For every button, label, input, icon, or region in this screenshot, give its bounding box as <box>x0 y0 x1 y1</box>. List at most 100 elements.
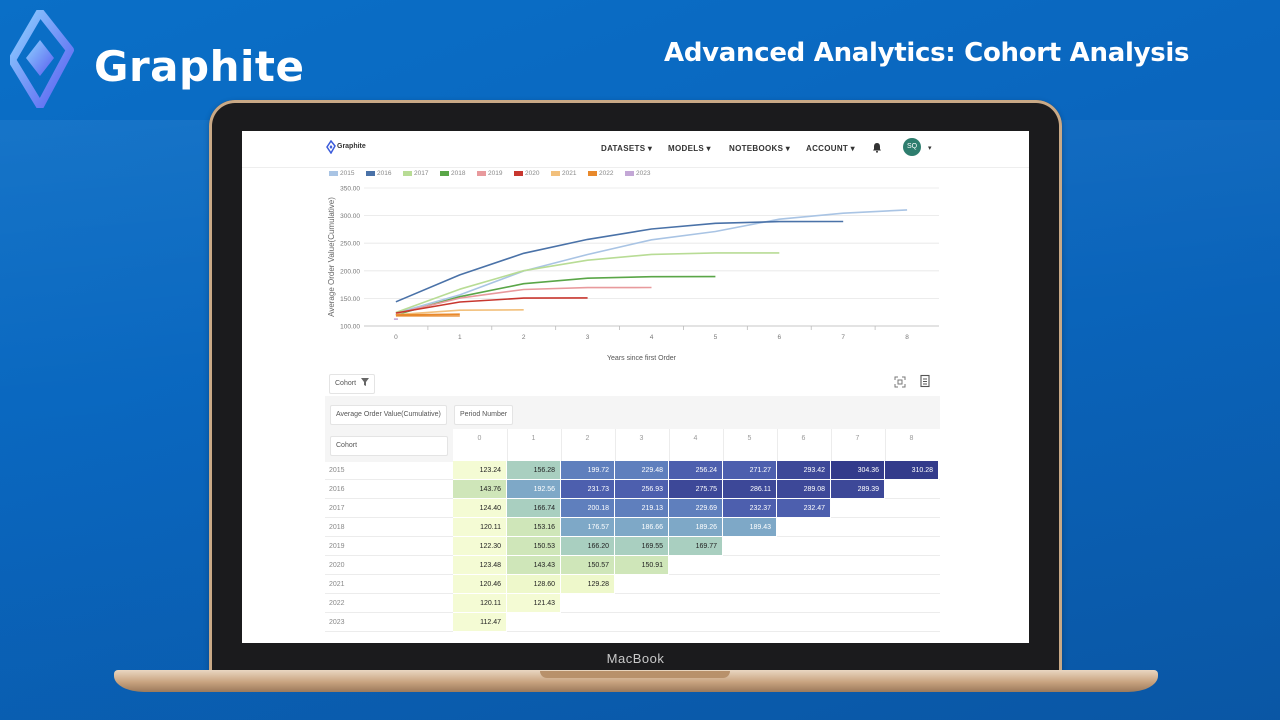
table-cell[interactable]: 124.40 <box>453 499 507 518</box>
row-label-2020: 2020 <box>329 562 345 569</box>
column-divider <box>885 429 886 462</box>
legend-swatch <box>625 171 634 176</box>
table-cell[interactable]: 256.93 <box>615 480 669 499</box>
row-label-2015: 2015 <box>329 467 345 474</box>
legend-swatch <box>514 171 523 176</box>
table-cell[interactable]: 123.24 <box>453 461 507 480</box>
column-header-0: 0 <box>477 435 482 442</box>
table-cell[interactable]: 256.24 <box>669 461 723 480</box>
table-cell[interactable]: 293.42 <box>777 461 831 480</box>
series-line-2022 <box>395 313 460 316</box>
table-cell[interactable]: 289.08 <box>777 480 831 499</box>
table-cell[interactable]: 166.20 <box>561 537 615 556</box>
table-cell[interactable]: 304.36 <box>831 461 885 480</box>
nav-notebooks[interactable]: NOTEBOOKS ▾ <box>729 144 791 153</box>
table-cell[interactable]: 156.28 <box>507 461 561 480</box>
cohort-filter-button[interactable]: Cohort <box>329 374 375 394</box>
table-cell[interactable]: 120.11 <box>453 518 507 537</box>
table-cell[interactable]: 112.47 <box>453 613 507 632</box>
table-cell[interactable]: 232.37 <box>723 499 777 518</box>
table-cell[interactable]: 120.46 <box>453 575 507 594</box>
table-cell[interactable]: 275.75 <box>669 480 723 499</box>
x-tick-label: 0 <box>394 334 398 341</box>
table-cell[interactable]: 169.55 <box>615 537 669 556</box>
table-cell[interactable]: 289.39 <box>831 480 885 499</box>
table-cell[interactable]: 150.53 <box>507 537 561 556</box>
table-cell[interactable]: 150.91 <box>615 556 669 575</box>
row-label-2017: 2017 <box>329 505 345 512</box>
series-line-2017 <box>395 252 780 314</box>
table-cell[interactable]: 128.60 <box>507 575 561 594</box>
x-tick-label: 1 <box>458 334 462 341</box>
chevron-down-icon[interactable]: ▾ <box>928 145 932 152</box>
table-cell[interactable]: 143.76 <box>453 480 507 499</box>
row-label-2021: 2021 <box>329 581 345 588</box>
legend-label: 2023 <box>636 170 651 177</box>
table-cell[interactable]: 169.77 <box>669 537 723 556</box>
line-chart: 100.00 150.00 200.00 250.00 300.00 350.00 0 1 2 3… <box>327 186 939 362</box>
fit-screen-icon[interactable] <box>893 375 907 389</box>
series-line-2020 <box>395 297 588 314</box>
x-tick-label: 5 <box>714 334 718 341</box>
table-cell[interactable]: 192.56 <box>507 480 561 499</box>
column-header-3: 3 <box>639 435 644 442</box>
table-cell[interactable]: 200.18 <box>561 499 615 518</box>
table-cell[interactable]: 286.11 <box>723 480 777 499</box>
table-cell[interactable]: 129.28 <box>561 575 615 594</box>
table-cell[interactable]: 123.48 <box>453 556 507 575</box>
column-header-band <box>453 429 940 462</box>
table-cell[interactable]: 189.26 <box>669 518 723 537</box>
value-field-pill[interactable]: Average Order Value(Cumulative) <box>330 405 447 425</box>
table-cell[interactable]: 199.72 <box>561 461 615 480</box>
table-cell[interactable]: 271.27 <box>723 461 777 480</box>
table-cell[interactable]: 143.43 <box>507 556 561 575</box>
column-field-pill[interactable]: Period Number <box>454 405 514 425</box>
table-cell[interactable]: 150.57 <box>561 556 615 575</box>
legend-label: 2020 <box>525 170 540 177</box>
legend-swatch <box>366 171 375 176</box>
table-cell[interactable]: 122.30 <box>453 537 507 556</box>
column-divider <box>777 429 778 462</box>
table-cell[interactable]: 186.66 <box>615 518 669 537</box>
table-cell[interactable]: 231.73 <box>561 480 615 499</box>
column-divider <box>831 429 832 462</box>
table-cell[interactable]: 189.43 <box>723 518 777 537</box>
column-divider <box>507 429 508 462</box>
series-line-2016 <box>395 220 844 303</box>
table-cell[interactable]: 120.11 <box>453 594 507 613</box>
x-tick-label: 7 <box>841 334 845 341</box>
avatar[interactable]: SQ <box>903 138 921 156</box>
table-cell[interactable]: 219.13 <box>615 499 669 518</box>
table-cell[interactable]: 153.16 <box>507 518 561 537</box>
table-cell[interactable]: 176.57 <box>561 518 615 537</box>
table-cell[interactable]: 121.43 <box>507 594 561 613</box>
x-tick-label: 6 <box>777 334 781 341</box>
row-field-pill[interactable]: Cohort <box>330 436 448 456</box>
export-icon[interactable] <box>918 374 932 388</box>
column-header-1: 1 <box>531 435 536 442</box>
table-cell[interactable]: 166.74 <box>507 499 561 518</box>
table-cell[interactable]: 229.69 <box>669 499 723 518</box>
nav-models[interactable]: MODELS ▾ <box>668 144 711 153</box>
row-divider <box>325 612 940 613</box>
nav-account[interactable]: ACCOUNT ▾ <box>806 144 855 153</box>
laptop-base <box>114 670 1158 692</box>
series-line-2021 <box>395 309 524 316</box>
table-cell[interactable]: 229.48 <box>615 461 669 480</box>
nav-datasets[interactable]: DATASETS ▾ <box>601 144 653 153</box>
column-header-2: 2 <box>585 435 590 442</box>
table-cell[interactable]: 232.47 <box>777 499 831 518</box>
table-cell[interactable]: 310.28 <box>885 461 939 480</box>
y-tick-label: 150.00 <box>340 296 360 303</box>
row-label-2018: 2018 <box>329 524 345 531</box>
y-axis-label: Average Order Value(Cumulative) <box>327 197 336 317</box>
x-axis-label: Years since first Order <box>607 355 677 362</box>
legend-swatch <box>329 171 338 176</box>
column-divider <box>669 429 670 462</box>
series-line-2018 <box>395 275 716 316</box>
device-label: MacBook <box>606 651 665 666</box>
column-header-8: 8 <box>909 435 914 442</box>
bell-icon[interactable] <box>872 142 882 153</box>
brand-name: Graphite <box>94 42 305 91</box>
app-logo-icon <box>326 140 336 154</box>
